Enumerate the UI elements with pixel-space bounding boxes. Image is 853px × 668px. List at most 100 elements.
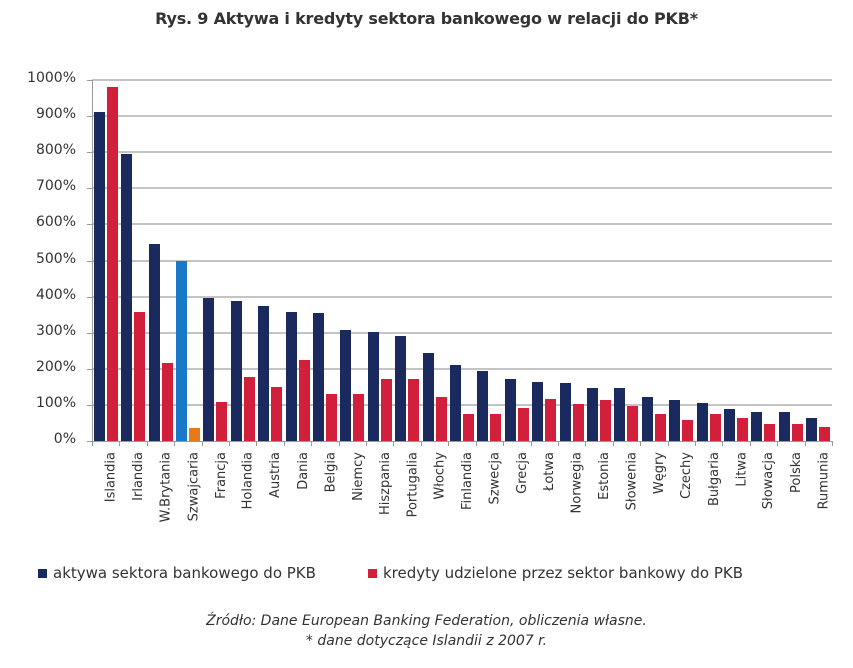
- y-tick-mark: [87, 368, 92, 370]
- x-tick-mark: [146, 441, 148, 446]
- bar-loans-12: [435, 397, 447, 441]
- y-tick-mark: [87, 152, 92, 154]
- x-tick-mark: [92, 441, 93, 446]
- bar-assets-24: [751, 412, 763, 441]
- bar-loans-23: [737, 418, 749, 441]
- x-tick-label: Słowacja: [761, 452, 777, 510]
- bar-loans-17: [572, 404, 584, 441]
- legend: aktywa sektora bankowego do PKB kredyty …: [38, 564, 743, 582]
- plot-area: [92, 79, 832, 441]
- x-tick-mark: [311, 441, 313, 446]
- gridline: [92, 151, 832, 154]
- bar-assets-18: [587, 387, 599, 441]
- x-tick-label: Węgry: [651, 452, 667, 495]
- bar-assets-4: [203, 298, 215, 441]
- x-tick-mark: [420, 441, 422, 446]
- y-tick-mark: [87, 296, 92, 298]
- y-tick-label: 200%: [35, 358, 76, 375]
- legend-label-assets: aktywa sektora bankowego do PKB: [53, 564, 316, 582]
- y-tick-label: 900%: [35, 106, 76, 123]
- bar-assets-8: [312, 313, 324, 441]
- bar-assets-12: [422, 352, 434, 441]
- x-tick-label: Hiszpania: [377, 452, 393, 516]
- gridline: [92, 295, 832, 298]
- bar-assets-3: [175, 260, 187, 441]
- bar-loans-19: [627, 405, 639, 441]
- x-tick-label: Polska: [788, 452, 804, 493]
- bar-loans-2: [161, 363, 173, 441]
- y-tick-mark: [87, 80, 92, 81]
- source-line: Źródło: Dane European Banking Federation…: [206, 613, 647, 629]
- x-tick-mark: [722, 441, 724, 446]
- y-tick-label: 500%: [35, 250, 76, 267]
- x-tick-label: Czechy: [679, 452, 695, 499]
- x-tick-label: Austria: [268, 452, 284, 498]
- x-tick-mark: [475, 441, 477, 446]
- footnote-line: * dane dotyczące Islandii z 2007 r.: [305, 633, 548, 649]
- x-tick-label: Irlandia: [131, 452, 147, 501]
- bar-assets-17: [559, 383, 571, 441]
- y-tick-label: 300%: [35, 322, 76, 339]
- x-tick-label: Estonia: [597, 452, 613, 500]
- bar-loans-18: [600, 399, 612, 441]
- bar-loans-24: [764, 424, 776, 441]
- x-tick-label: Bułgaria: [706, 452, 722, 506]
- gridline: [92, 403, 832, 406]
- y-tick-mark: [87, 224, 92, 226]
- gridline: [92, 367, 832, 370]
- x-tick-mark: [283, 441, 285, 446]
- y-tick-mark: [87, 404, 92, 406]
- x-tick-label: Francja: [213, 452, 229, 499]
- bar-assets-10: [367, 331, 379, 441]
- legend-item-assets: aktywa sektora bankowego do PKB: [38, 564, 316, 582]
- bar-loans-16: [545, 398, 557, 441]
- legend-swatch-assets: [38, 568, 47, 578]
- x-tick-mark: [201, 441, 203, 446]
- bar-assets-13: [450, 364, 461, 441]
- bar-assets-0: [93, 111, 105, 441]
- bar-loans-9: [353, 394, 365, 441]
- y-tick-mark: [87, 188, 92, 190]
- bar-loans-10: [380, 378, 392, 441]
- bar-loans-7: [298, 360, 310, 441]
- gridline: [92, 187, 832, 190]
- x-tick-label: Rumunia: [816, 452, 832, 510]
- bar-assets-14: [477, 370, 489, 441]
- x-tick-label: Holandia: [240, 452, 256, 510]
- bar-loans-14: [490, 413, 502, 441]
- bar-assets-15: [504, 378, 516, 441]
- bar-loans-8: [325, 394, 337, 441]
- y-axis-line: [92, 80, 93, 442]
- bar-loans-26: [819, 427, 831, 441]
- x-tick-label: Szwajcaria: [185, 452, 201, 522]
- y-tick-label: 100%: [35, 394, 76, 411]
- x-tick-label: Portugalia: [405, 452, 421, 518]
- y-tick-mark: [87, 332, 92, 334]
- x-tick-mark: [119, 441, 121, 446]
- x-tick-mark: [804, 441, 806, 446]
- bar-assets-2: [148, 244, 160, 441]
- bar-assets-22: [696, 403, 708, 441]
- x-tick-label: Dania: [295, 452, 311, 490]
- bar-loans-20: [654, 413, 666, 441]
- bar-loans-22: [709, 413, 721, 441]
- x-tick-mark: [557, 441, 559, 446]
- bar-assets-6: [258, 305, 270, 441]
- bar-assets-20: [641, 396, 653, 441]
- bar-assets-25: [778, 412, 790, 441]
- x-tick-mark: [393, 441, 395, 446]
- x-tick-label: Norwegia: [569, 452, 585, 514]
- x-tick-mark: [366, 441, 368, 446]
- bar-loans-5: [243, 377, 255, 441]
- x-tick-mark: [229, 441, 231, 446]
- bar-loans-11: [408, 378, 420, 441]
- x-tick-mark: [777, 441, 779, 446]
- chart-title: Rys. 9 Aktywa i kredyty sektora bankoweg…: [155, 9, 698, 28]
- x-tick-label: Łotwa: [542, 452, 558, 491]
- x-tick-mark: [667, 441, 669, 446]
- legend-label-loans: kredyty udzielone przez sektor bankowy d…: [382, 564, 744, 582]
- source-note: Źródło: Dane European Banking Federation…: [0, 611, 853, 651]
- x-tick-label: Włochy: [432, 452, 448, 500]
- gridline: [92, 115, 832, 118]
- x-tick-label: Finlandia: [460, 452, 475, 511]
